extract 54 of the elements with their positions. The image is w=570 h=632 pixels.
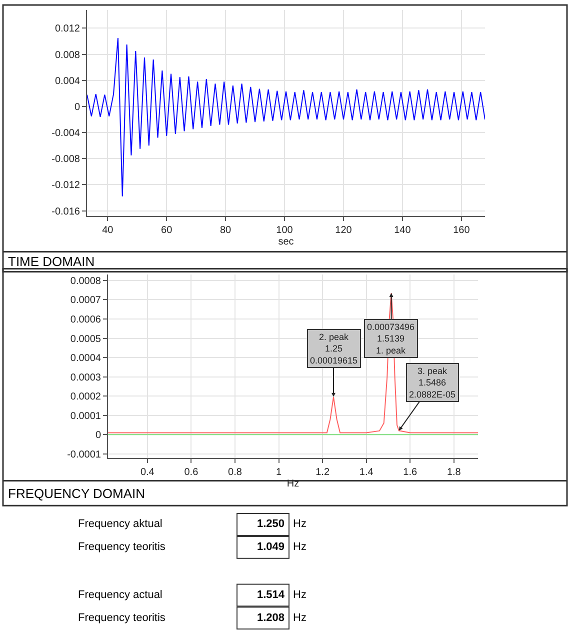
x-tick-label: 140 (394, 224, 412, 236)
x-tick-label: 1.6 (403, 466, 418, 478)
y-tick-label: 0.008 (54, 50, 80, 61)
y-tick-label: 0.0004 (70, 353, 102, 364)
y-tick-label: 0 (95, 430, 102, 442)
annotation: 3. peak 1.5486 2.0882E-05 (409, 366, 456, 400)
y-tick-label: 0.0005 (70, 334, 102, 345)
x-axis-title: sec (278, 236, 294, 248)
text: 1.514 (257, 589, 286, 601)
y-tick-label: 0 (74, 102, 80, 113)
text: FREQUENCY DOMAIN (8, 486, 145, 501)
y-tick-label: 0.0002 (70, 392, 102, 403)
annotation: 0.00073496 1.5139 1. peak (367, 322, 415, 356)
y-tick-label: 0.012 (54, 24, 80, 35)
line-series (87, 37, 485, 197)
line-series (108, 292, 478, 434)
x-tick-label: 160 (453, 224, 470, 236)
text: Frequency teoritis (78, 541, 166, 553)
x-tick-label: 1.8 (446, 466, 462, 478)
text: Hz (293, 541, 306, 553)
text: Hz (293, 589, 306, 601)
x-tick-label: 0.6 (184, 466, 199, 478)
y-tick-label: 0.0006 (70, 314, 102, 326)
text: TIME DOMAIN (8, 254, 95, 269)
text: Frequency actual (78, 589, 162, 601)
y-tick-label: -0.008 (52, 154, 80, 166)
y-tick-label: -0.016 (52, 206, 80, 218)
text: Frequency aktual (78, 518, 162, 530)
y-tick-label: 0.0007 (70, 295, 102, 306)
x-tick-label: 1 (276, 466, 282, 478)
x-tick-label: 80 (220, 224, 232, 236)
text: Hz (293, 612, 306, 624)
x-tick-label: 40 (102, 224, 114, 236)
y-tick-label: 0.0001 (70, 410, 102, 422)
x-tick-label: 120 (335, 224, 352, 236)
y-tick-label: -0.004 (52, 128, 80, 140)
y-tick-label: 0.004 (54, 76, 80, 87)
y-tick-label: 0.0008 (70, 276, 102, 287)
text: Hz (293, 518, 306, 530)
x-axis-title: Hz (286, 478, 300, 490)
text: 1.049 (257, 541, 285, 553)
x-tick-label: 0.8 (228, 466, 242, 478)
y-tick-label: 0.0003 (70, 372, 102, 384)
annotation: 2. peak 1.25 0.00019615 (310, 332, 358, 366)
x-tick-label: 100 (276, 224, 294, 236)
text: Frequency teoritis (78, 612, 166, 624)
x-tick-label: 1.2 (316, 466, 330, 478)
x-tick-label: 1.4 (359, 466, 374, 478)
y-tick-label: -0.012 (52, 180, 80, 192)
y-tick-label: -0.0001 (67, 449, 102, 460)
x-tick-label: 60 (161, 224, 173, 236)
text: 1.208 (257, 612, 285, 624)
x-tick-label: 0.4 (140, 466, 155, 478)
text: 1.250 (257, 518, 285, 530)
